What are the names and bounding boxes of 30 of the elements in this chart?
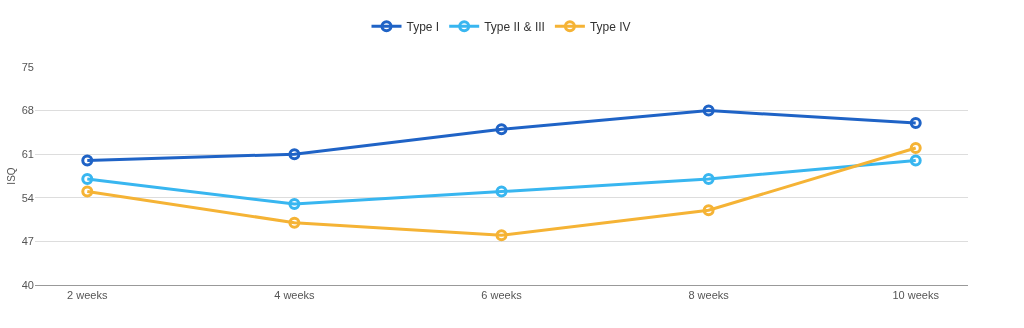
y-tick-label: 40 xyxy=(21,278,34,291)
point xyxy=(909,141,922,154)
point xyxy=(288,216,301,229)
y-tick-label: 75 xyxy=(21,60,34,73)
point xyxy=(702,104,715,117)
legend-label: Type II & III xyxy=(484,20,545,35)
point xyxy=(288,148,301,161)
point xyxy=(909,117,922,130)
y-tick-label: 68 xyxy=(21,104,34,117)
point xyxy=(288,198,301,211)
y-tick-label: 61 xyxy=(21,148,34,161)
x-tick-label: 8 weeks xyxy=(688,289,730,302)
point xyxy=(495,229,508,242)
legend-label: Type I xyxy=(406,20,440,35)
point xyxy=(702,173,715,186)
y-axis-title: ISQ xyxy=(5,167,17,185)
point xyxy=(81,154,94,167)
y-tick-label: 47 xyxy=(21,235,34,248)
point xyxy=(702,204,715,217)
point xyxy=(81,173,94,186)
y-tick-label: 54 xyxy=(21,191,34,204)
point xyxy=(495,185,508,198)
x-tick-label: 10 weeks xyxy=(892,289,940,302)
point xyxy=(909,154,922,167)
point xyxy=(495,123,508,136)
x-tick-label: 4 weeks xyxy=(274,289,316,302)
x-tick-label: 2 weeks xyxy=(67,289,108,302)
x-tick-label: 6 weeks xyxy=(481,289,523,302)
point xyxy=(81,185,94,198)
legend-label: Type IV xyxy=(589,20,631,35)
